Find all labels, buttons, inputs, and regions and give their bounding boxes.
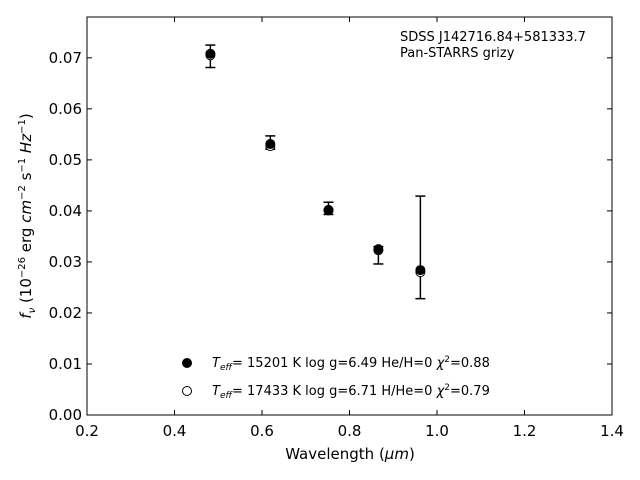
annotation-object-name: SDSS J142716.84+581333.7 bbox=[400, 30, 586, 45]
legend-entry-model-2: Teff= 17433 K log g=6.71 H/He=0 χ2=0.79 bbox=[212, 383, 490, 401]
x-tick-label: 0.8 bbox=[338, 422, 362, 440]
data-point-filled bbox=[205, 48, 216, 59]
x-tick-label: 1.0 bbox=[425, 422, 449, 440]
annotation-survey: Pan-STARRS grizy bbox=[400, 46, 515, 61]
data-point-filled bbox=[373, 244, 384, 255]
y-tick-label: 0.05 bbox=[49, 151, 82, 169]
x-axis-label: Wavelength (μm) bbox=[285, 445, 415, 463]
legend-marker-open bbox=[182, 386, 192, 396]
y-tick-label: 0.03 bbox=[49, 253, 82, 271]
y-tick-label: 0.01 bbox=[49, 355, 82, 373]
error-bar bbox=[415, 195, 426, 300]
x-tick-label: 1.4 bbox=[600, 422, 624, 440]
x-axis-ticks: 0.2 0.4 0.6 0.8 1.0 1.2 1.4 bbox=[75, 17, 624, 440]
plot-area bbox=[86, 16, 613, 416]
data-point-filled bbox=[415, 265, 426, 276]
x-tick-label: 0.6 bbox=[250, 422, 274, 440]
data-point-filled bbox=[265, 139, 276, 150]
y-tick-label: 0.02 bbox=[49, 304, 82, 322]
y-axis-label: fν (10−26 erg cm−2 s−1 Hz−1) bbox=[17, 113, 38, 318]
y-axis-ticks: 0.00 0.01 0.02 0.03 0.04 0.05 0.06 0.07 bbox=[49, 49, 612, 424]
y-tick-label: 0.07 bbox=[49, 49, 82, 67]
data-points bbox=[205, 48, 426, 278]
x-tick-label: 0.2 bbox=[75, 422, 99, 440]
legend-entry-model-1: Teff= 15201 K log g=6.49 He/H=0 χ2=0.88 bbox=[212, 355, 490, 373]
data-point-filled bbox=[323, 204, 334, 215]
legend: Teff= 15201 K log g=6.49 He/H=0 χ2=0.88 … bbox=[182, 355, 490, 401]
y-tick-label: 0.04 bbox=[49, 202, 82, 220]
x-tick-label: 1.2 bbox=[513, 422, 537, 440]
y-tick-label: 0.06 bbox=[49, 100, 82, 118]
legend-marker-filled bbox=[182, 358, 192, 368]
x-tick-label: 0.4 bbox=[163, 422, 187, 440]
y-tick-label: 0.00 bbox=[49, 406, 82, 424]
